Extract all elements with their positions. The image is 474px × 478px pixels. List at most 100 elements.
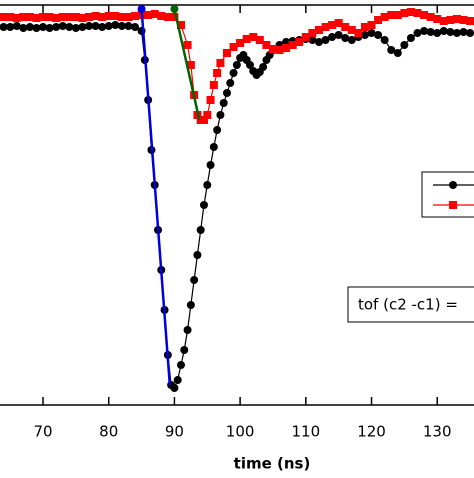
data-point: [439, 17, 448, 25]
data-point: [170, 13, 179, 21]
data-point: [163, 13, 172, 21]
data-point: [58, 13, 67, 21]
data-point: [406, 34, 415, 42]
data-point: [131, 23, 140, 31]
data-point: [206, 96, 215, 104]
data-point: [406, 8, 415, 16]
data-point: [170, 5, 179, 13]
data-point: [78, 14, 87, 22]
data-point: [183, 326, 192, 334]
data-point: [466, 17, 474, 25]
data-point: [459, 16, 468, 24]
data-point: [452, 29, 461, 37]
x-tick-label: 100: [226, 423, 255, 441]
data-point: [32, 24, 41, 32]
data-point: [275, 46, 284, 54]
data-point: [400, 9, 409, 17]
data-point: [413, 29, 422, 37]
data-point: [374, 31, 383, 39]
data-point: [308, 36, 317, 44]
data-point: [321, 36, 330, 44]
data-point: [32, 14, 41, 22]
data-point: [71, 24, 80, 32]
data-point: [295, 38, 304, 46]
data-point: [459, 28, 468, 36]
data-point: [85, 13, 94, 21]
data-point: [242, 35, 251, 43]
data-point: [354, 29, 363, 37]
data-point: [245, 61, 254, 69]
data-point: [216, 111, 225, 119]
data-point: [374, 16, 383, 24]
data-point: [39, 13, 48, 21]
annotation: tof (c2 -c1) =: [358, 296, 458, 314]
data-point: [255, 36, 264, 44]
data-point: [104, 12, 113, 20]
data-point: [78, 23, 87, 31]
x-tick-label: 80: [99, 423, 118, 441]
data-point: [466, 29, 474, 37]
data-point: [433, 15, 442, 23]
data-point: [85, 22, 94, 30]
data-point: [203, 181, 212, 189]
data-point: [206, 161, 215, 169]
x-tick-label: 90: [165, 423, 184, 441]
data-point: [229, 69, 238, 77]
data-point: [341, 34, 350, 42]
data-point: [341, 23, 350, 31]
data-point: [334, 19, 343, 27]
data-point: [367, 29, 376, 37]
data-point: [170, 384, 179, 392]
data-point: [321, 23, 330, 31]
legend-marker: [449, 181, 457, 189]
data-point: [183, 41, 192, 49]
data-point: [173, 376, 182, 384]
data-point: [65, 13, 74, 21]
data-point: [65, 23, 74, 31]
data-point: [334, 31, 343, 39]
data-point: [209, 81, 218, 89]
data-point: [380, 13, 389, 21]
data-point: [199, 116, 208, 124]
data-point: [12, 22, 21, 30]
data-point: [91, 12, 100, 20]
annotation-box: [347, 286, 474, 323]
data-point: [150, 10, 159, 18]
data-point: [360, 23, 369, 31]
data-point: [91, 22, 100, 30]
data-point: [308, 29, 317, 37]
data-point: [387, 11, 396, 19]
data-point: [0, 23, 8, 31]
data-point: [259, 63, 268, 71]
data-point: [420, 11, 429, 19]
data-point: [0, 13, 8, 21]
data-point: [400, 41, 409, 49]
data-point: [268, 45, 277, 53]
series-line: [173, 8, 201, 121]
data-point: [131, 12, 140, 20]
x-axis-label: time (ns): [234, 455, 311, 473]
data-point: [439, 27, 448, 35]
data-point: [380, 36, 389, 44]
data-point: [420, 27, 429, 35]
data-point: [433, 29, 442, 37]
data-point: [45, 24, 54, 32]
data-point: [176, 361, 185, 369]
data-point: [117, 22, 126, 30]
data-point: [6, 23, 15, 31]
data-point: [209, 143, 218, 151]
data-point: [196, 226, 205, 234]
data-point: [111, 12, 120, 20]
x-tick-label: 120: [357, 423, 386, 441]
data-point: [367, 21, 376, 29]
data-point: [117, 13, 126, 21]
x-tick-label: 130: [423, 423, 452, 441]
data-point: [203, 111, 212, 119]
data-point: [387, 46, 396, 54]
data-point: [190, 276, 199, 284]
data-point: [199, 201, 208, 209]
data-point: [137, 5, 146, 13]
data-point: [314, 26, 323, 34]
data-point: [413, 9, 422, 17]
